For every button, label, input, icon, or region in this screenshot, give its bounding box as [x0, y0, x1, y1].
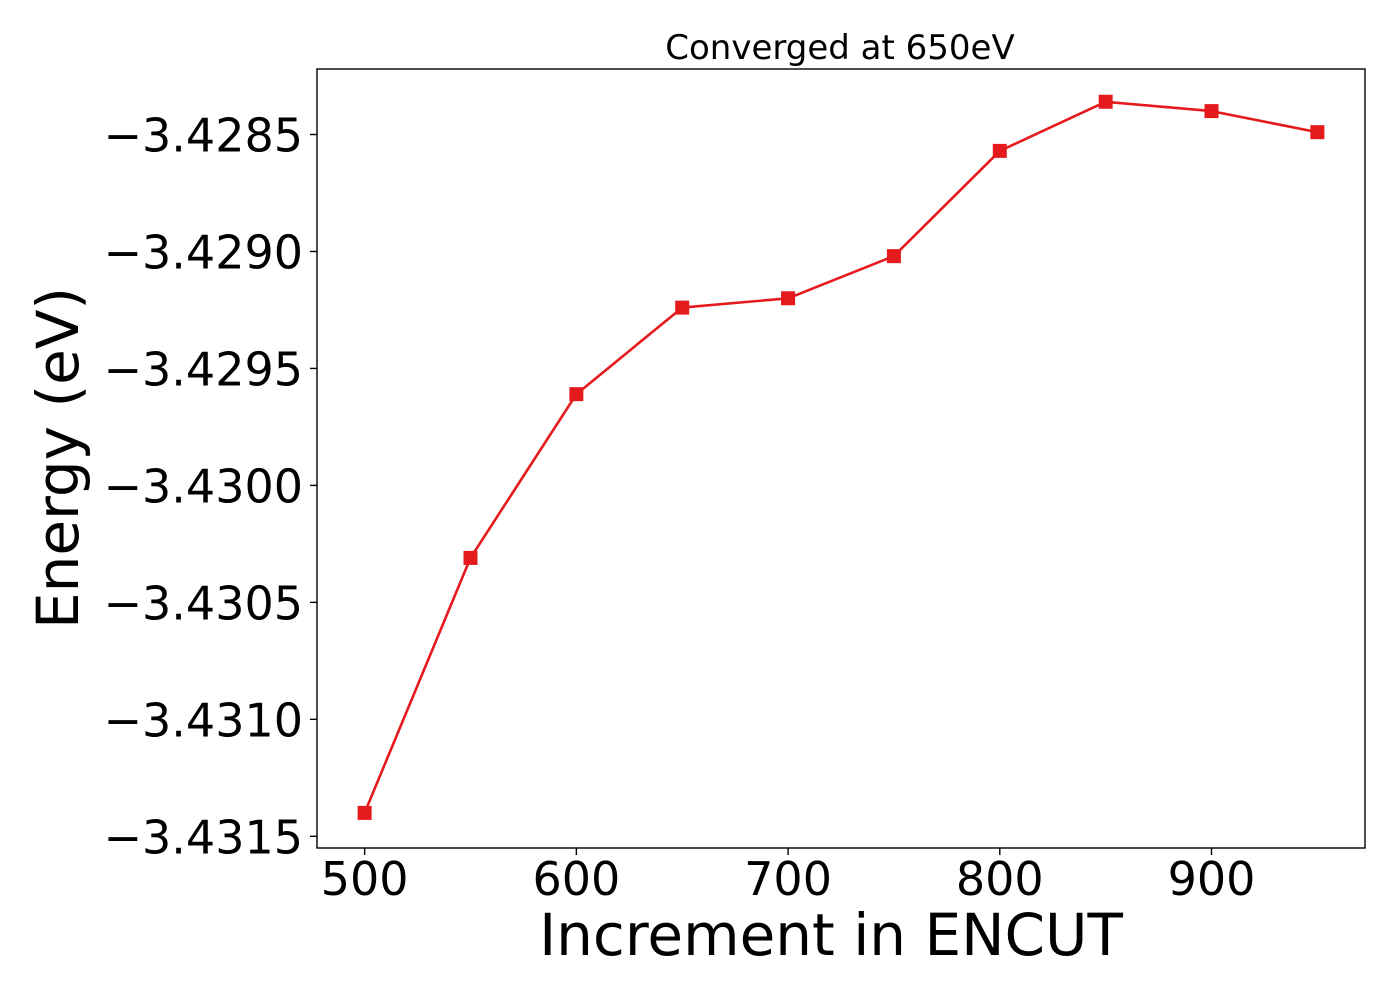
y-tick-label: −3.4285	[104, 109, 304, 163]
data-point-marker	[781, 291, 796, 306]
y-axis-ticks: −3.4315 −3.4310 −3.4305 −3.4300 −3.4295 −3.42…	[104, 109, 317, 864]
data-point-marker	[463, 550, 478, 565]
series-line	[363, 100, 1318, 814]
series-markers	[357, 94, 1325, 820]
x-axis-label: Increment in ENCUT	[539, 901, 1123, 969]
y-tick-label: −3.4290	[104, 225, 304, 279]
x-tick-label: 600	[532, 852, 620, 906]
y-axis-label: Energy (eV)	[24, 287, 92, 629]
x-tick-label: 900	[1168, 852, 1256, 906]
data-point-marker	[569, 387, 584, 402]
series-lines	[363, 100, 1318, 814]
data-point-marker	[1310, 125, 1325, 140]
data-point-marker	[1098, 94, 1113, 109]
x-tick-label: 500	[321, 852, 409, 906]
chart-title: Converged at 650eV	[665, 28, 1014, 68]
plot-area: 500 600 700 800 900 −3.4315−3.4310−3.4305−3.…	[104, 68, 1366, 906]
x-axis-ticks: 500 600 700 800 900	[321, 848, 1256, 906]
data-point-marker	[992, 143, 1007, 158]
data-point-marker	[675, 300, 690, 315]
data-point-marker	[1204, 104, 1219, 119]
y-tick-label: −3.4300	[104, 459, 304, 513]
y-tick-label: −3.4305	[104, 576, 304, 630]
x-tick-label: 700	[744, 852, 832, 906]
y-tick-label: −3.4315	[104, 810, 304, 864]
x-tick-label: 800	[956, 852, 1044, 906]
data-point-marker	[886, 249, 901, 264]
y-tick-label: −3.4310	[104, 693, 304, 747]
data-point-marker	[357, 805, 372, 820]
y-tick-label: −3.4295	[104, 342, 304, 396]
plot-frame	[316, 68, 1366, 849]
